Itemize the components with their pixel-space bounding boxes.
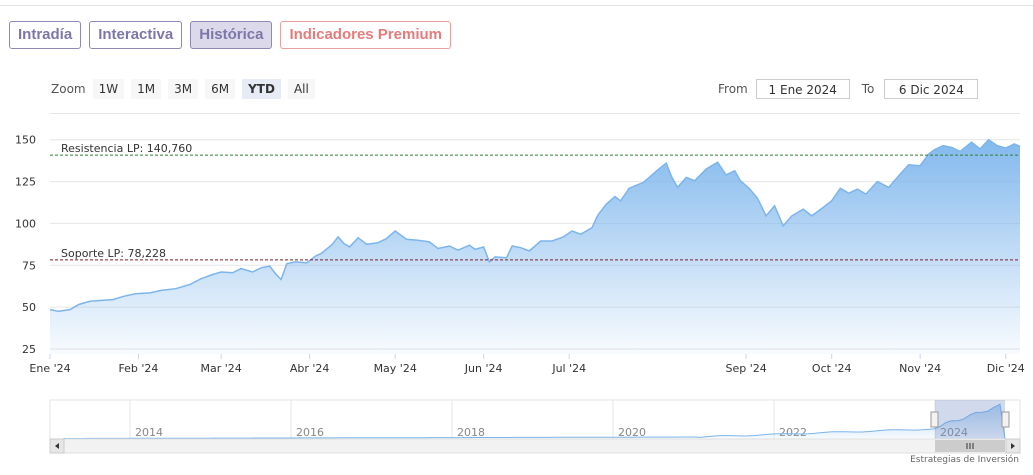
x-tick-label: Feb '24 bbox=[118, 362, 158, 375]
grip-icon bbox=[966, 443, 974, 449]
x-tick-label: Jul '24 bbox=[551, 362, 586, 375]
y-tick-label: 100 bbox=[15, 217, 36, 230]
zoom-button-ytd[interactable]: YTD bbox=[242, 79, 281, 99]
zoom-button-all[interactable]: All bbox=[287, 79, 315, 99]
tab-indicadores-premium[interactable]: Indicadores Premium bbox=[280, 21, 451, 49]
zoom-button-1w[interactable]: 1W bbox=[92, 79, 125, 99]
y-tick-label: 125 bbox=[15, 176, 36, 189]
navigator-year-label: 2018 bbox=[457, 426, 485, 439]
navigator-scrollbar[interactable] bbox=[49, 438, 1021, 454]
tab-intradia[interactable]: Intradía bbox=[9, 21, 82, 49]
toolbar-divider bbox=[50, 113, 1020, 114]
from-date-input[interactable]: 1 Ene 2024 bbox=[755, 79, 850, 99]
x-tick-label: Oct '24 bbox=[812, 362, 852, 375]
from-label: From bbox=[718, 82, 748, 96]
zoom-button-1m[interactable]: 1M bbox=[131, 79, 162, 99]
x-tick-label: Nov '24 bbox=[899, 362, 941, 375]
tab-interactiva[interactable]: Interactiva bbox=[89, 21, 183, 49]
x-tick-label: Ene '24 bbox=[29, 362, 70, 375]
navigator-handle-right[interactable] bbox=[1001, 411, 1010, 428]
x-tick-label: Abr '24 bbox=[290, 362, 330, 375]
zoom-button-3m[interactable]: 3M bbox=[168, 79, 199, 99]
x-tick-label: Mar '24 bbox=[201, 362, 242, 375]
navigator-year-label: 2014 bbox=[135, 426, 163, 439]
x-tick-label: May '24 bbox=[374, 362, 417, 375]
zoom-label: Zoom bbox=[51, 82, 86, 96]
arrow-left-icon bbox=[55, 443, 59, 449]
price-line bbox=[49, 138, 1021, 313]
resistance-label: Resistencia LP: 140,760 bbox=[61, 142, 192, 155]
y-tick-label: 25 bbox=[22, 343, 36, 356]
x-tick-label: Sep '24 bbox=[725, 362, 766, 375]
arrow-right-icon bbox=[1011, 443, 1015, 449]
navigator-selection[interactable] bbox=[935, 400, 1005, 439]
credit-text: Estrategias de Inversión bbox=[910, 455, 1019, 465]
date-range: From 1 Ene 2024 To 6 Dic 2024 bbox=[718, 79, 979, 99]
tab-bar: Intradía Interactiva Histórica Indicador… bbox=[9, 21, 451, 49]
navigator-year-label: 2020 bbox=[618, 426, 646, 439]
zoom-button-6m[interactable]: 6M bbox=[205, 79, 236, 99]
support-label: Soporte LP: 78,228 bbox=[61, 247, 166, 260]
x-tick-label: Jun '24 bbox=[464, 362, 503, 375]
to-label: To bbox=[861, 82, 875, 96]
top-divider bbox=[0, 5, 1033, 6]
zoom-selector: Zoom 1W 1M 3M 6M YTD All bbox=[51, 79, 322, 99]
tab-historica[interactable]: Histórica bbox=[190, 21, 273, 49]
y-tick-label: 50 bbox=[22, 301, 36, 314]
x-tick-label: Dic '24 bbox=[987, 362, 1025, 375]
y-tick-label: 75 bbox=[22, 259, 36, 272]
navigator-handle-left[interactable] bbox=[930, 411, 939, 428]
y-tick-label: 150 bbox=[15, 134, 36, 147]
to-date-input[interactable]: 6 Dic 2024 bbox=[884, 79, 979, 99]
navigator-year-label: 2016 bbox=[296, 426, 324, 439]
navigator-series bbox=[63, 403, 1006, 440]
